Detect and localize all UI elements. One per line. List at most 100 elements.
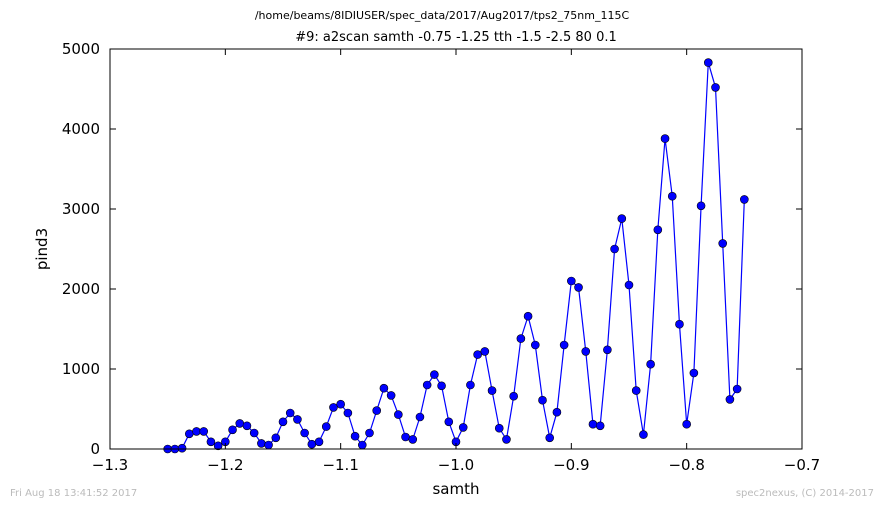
- data-point: [372, 406, 382, 415]
- y-tick-label: 5000: [62, 40, 100, 58]
- y-axis-label: pind3: [33, 228, 51, 270]
- data-point: [264, 440, 273, 450]
- chart-title: #9: a2scan samth -0.75 -1.25 tth -1.5 -2…: [295, 30, 617, 45]
- data-point: [595, 421, 605, 431]
- x-tick-label: −0.9: [553, 456, 589, 474]
- data-point: [422, 380, 432, 390]
- data-point: [660, 134, 670, 143]
- data-point: [293, 415, 302, 424]
- data-point: [653, 225, 663, 235]
- data-point: [732, 384, 742, 394]
- data-point: [523, 311, 533, 321]
- data-point: [624, 280, 634, 290]
- data-point: [516, 334, 526, 343]
- data-point: [285, 408, 295, 418]
- data-point: [682, 419, 691, 429]
- data-point: [646, 359, 655, 369]
- data-point: [321, 422, 331, 431]
- data-point: [689, 368, 699, 378]
- data-point: [703, 58, 713, 67]
- axis-ticks: −1.3 −1.2 −1.1 −1.0 −0.9 −0.8 −0.7 0 1000 2000 300…: [62, 40, 820, 474]
- data-point: [530, 340, 540, 350]
- data-point: [357, 440, 367, 450]
- x-tick-label: −1.3: [92, 456, 128, 474]
- x-axis-label: samth: [432, 480, 479, 498]
- data-point: [725, 395, 735, 404]
- data-point: [329, 403, 338, 412]
- data-point: [538, 395, 547, 405]
- x-tick-label: −0.8: [668, 456, 704, 474]
- data-point: [667, 191, 677, 201]
- data-point: [675, 319, 684, 329]
- x-tick-label: −0.7: [784, 456, 820, 474]
- y-tick-label: 3000: [62, 200, 100, 218]
- data-point: [509, 391, 518, 401]
- data-point: [740, 195, 749, 204]
- data-point: [242, 421, 252, 431]
- data-point: [336, 399, 345, 409]
- data-point: [559, 340, 569, 350]
- data-point: [401, 432, 410, 442]
- data-point: [466, 380, 475, 390]
- y-tick-label: 1000: [62, 360, 100, 378]
- file-path-title: /home/beams/8IDIUSER/spec_data/2017/Aug2…: [254, 9, 630, 22]
- data-point: [437, 381, 446, 391]
- data-point: [480, 347, 490, 356]
- data-point: [444, 417, 454, 427]
- data-point: [271, 433, 281, 443]
- data-point: [494, 423, 504, 433]
- data-point: [610, 244, 619, 254]
- data-point: [184, 429, 194, 439]
- series-line: [167, 62, 745, 450]
- data-point: [639, 430, 648, 439]
- data-point: [603, 345, 612, 355]
- data-point: [567, 276, 576, 286]
- y-tick-label: 4000: [62, 120, 100, 138]
- data-point: [430, 370, 439, 379]
- data-point: [350, 431, 360, 441]
- data-point: [718, 239, 728, 248]
- data-point: [257, 439, 266, 448]
- data-point: [235, 419, 245, 428]
- data-point: [458, 423, 468, 432]
- data-point: [502, 435, 511, 444]
- data-point: [545, 433, 555, 443]
- data-point: [711, 83, 720, 92]
- series-layer: [163, 58, 749, 454]
- data-point: [696, 201, 706, 211]
- data-point: [574, 283, 583, 292]
- data-point: [192, 427, 201, 436]
- y-tick-label: 0: [90, 440, 100, 458]
- data-point: [365, 428, 374, 438]
- data-point: [249, 428, 259, 438]
- data-point: [177, 443, 187, 453]
- timestamp-footer: Fri Aug 18 13:41:52 2017: [10, 488, 138, 499]
- data-point: [415, 412, 425, 422]
- data-point: [408, 435, 418, 444]
- data-point: [487, 386, 497, 395]
- data-point: [552, 407, 562, 417]
- data-point: [278, 417, 288, 427]
- data-point: [228, 425, 237, 435]
- y-tick-label: 2000: [62, 280, 100, 298]
- data-point: [213, 441, 223, 451]
- data-point: [206, 437, 216, 447]
- plot-frame: [109, 48, 803, 450]
- data-point: [617, 214, 627, 223]
- data-point: [588, 419, 598, 429]
- data-point: [314, 437, 324, 447]
- x-tick-label: −1.0: [438, 456, 474, 474]
- credit-footer: spec2nexus, (C) 2014-2017: [735, 488, 874, 499]
- data-point: [307, 439, 317, 449]
- data-point: [581, 347, 591, 356]
- data-point: [386, 391, 396, 400]
- data-point: [379, 383, 389, 393]
- x-tick-label: −1.1: [322, 456, 358, 474]
- data-point: [394, 410, 403, 419]
- data-point: [343, 408, 353, 418]
- data-point: [473, 350, 482, 359]
- x-tick-label: −1.2: [207, 456, 243, 474]
- data-point: [300, 428, 309, 438]
- data-point: [199, 427, 209, 436]
